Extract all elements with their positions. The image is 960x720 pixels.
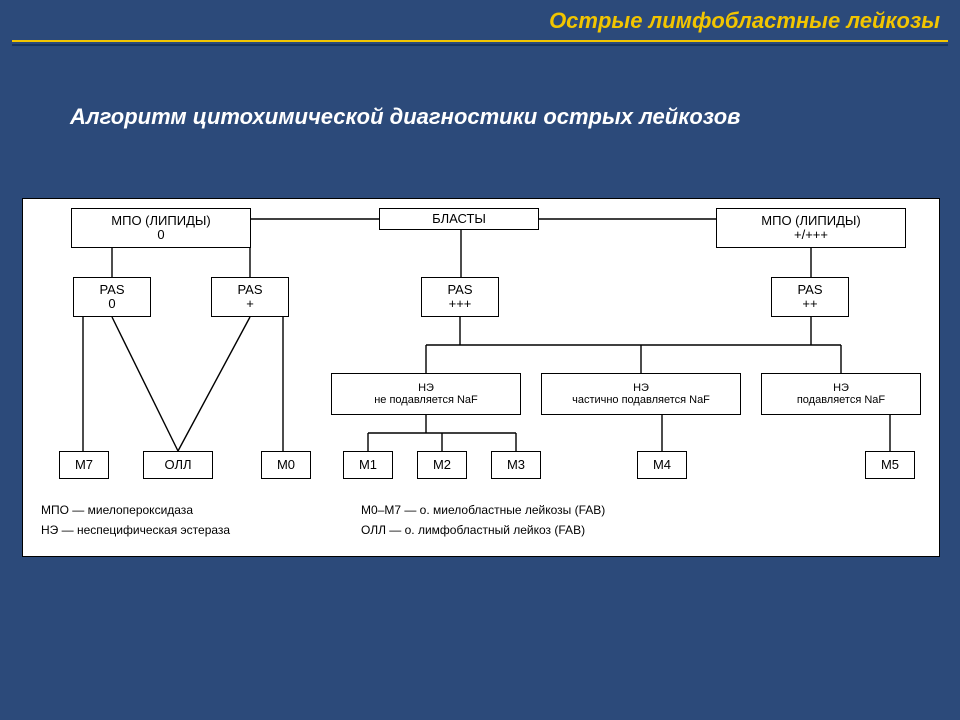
- legend-line-0: МПО — миелопероксидаза: [41, 503, 193, 517]
- node-ne2: НЭчастично подавляется NaF: [541, 373, 741, 415]
- node-ne3: НЭподавляется NaF: [761, 373, 921, 415]
- node-pas2: PAS++: [771, 277, 849, 317]
- rule-1: [12, 40, 948, 42]
- node-pas1: PAS+: [211, 277, 289, 317]
- node-mpo0: МПО (ЛИПИДЫ)0: [71, 208, 251, 248]
- node-oll: ОЛЛ: [143, 451, 213, 479]
- node-m1: М1: [343, 451, 393, 479]
- node-m0: М0: [261, 451, 311, 479]
- rule-2: [12, 44, 948, 46]
- slide: Острые лимфобластные лейкозы Алгоритм ци…: [0, 0, 960, 720]
- node-m2: М2: [417, 451, 467, 479]
- slide-subtitle: Алгоритм цитохимической диагностики остр…: [70, 104, 740, 130]
- legend-line-2: М0–М7 — о. миелобластные лейкозы (FAB): [361, 503, 605, 517]
- node-ne1: НЭне подавляется NaF: [331, 373, 521, 415]
- header-title: Острые лимфобластные лейкозы: [440, 8, 940, 34]
- diagram-frame: МПО (ЛИПИДЫ)0 БЛАСТЫ МПО (ЛИПИДЫ)+/+++ PAS0…: [22, 198, 940, 557]
- node-pas0: PAS0: [73, 277, 151, 317]
- node-m5: М5: [865, 451, 915, 479]
- node-m7: М7: [59, 451, 109, 479]
- node-pas3: PAS+++: [421, 277, 499, 317]
- legend-line-3: ОЛЛ — о. лимфобластный лейкоз (FAB): [361, 523, 585, 537]
- node-mpop: МПО (ЛИПИДЫ)+/+++: [716, 208, 906, 248]
- node-blasts: БЛАСТЫ: [379, 208, 539, 230]
- node-m3: М3: [491, 451, 541, 479]
- legend-line-1: НЭ — неспецифическая эстераза: [41, 523, 230, 537]
- node-m4: М4: [637, 451, 687, 479]
